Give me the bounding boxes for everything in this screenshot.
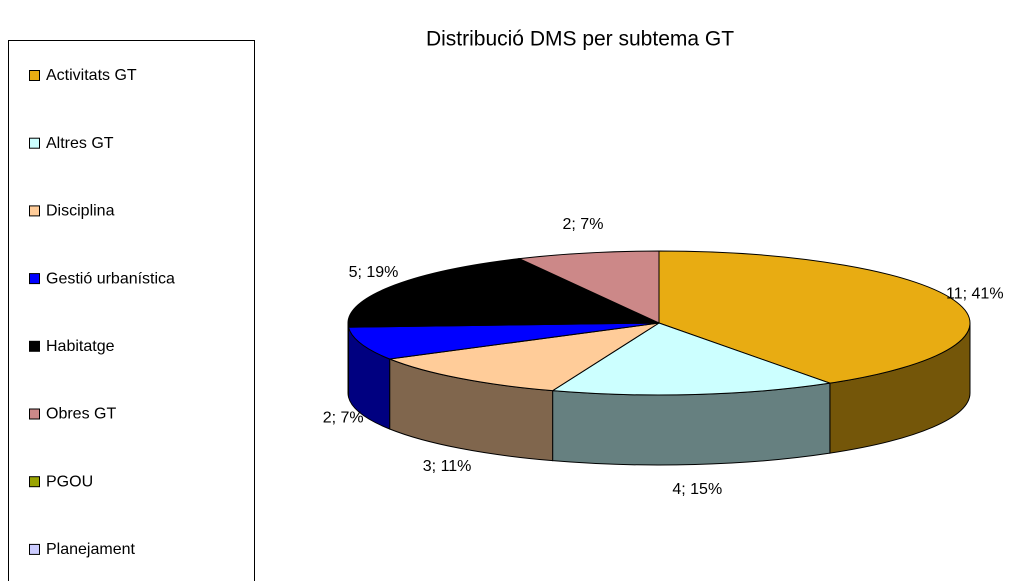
- legend-label: PGOU: [46, 473, 93, 490]
- slice: [347, 322, 660, 360]
- slice: [551, 322, 831, 396]
- legend-label: Disciplina: [46, 203, 115, 220]
- legend-label: Obres GT: [46, 406, 116, 423]
- legend-box: [8, 40, 255, 581]
- legend-swatch: [29, 543, 40, 555]
- legend-swatch: [29, 137, 40, 149]
- slice: [517, 250, 660, 324]
- slice: [347, 258, 660, 328]
- legend-label: Activitats GT: [46, 67, 137, 84]
- legend-label: Altres GT: [46, 135, 114, 152]
- data-label: 4; 15%: [672, 481, 722, 498]
- slice-side: [552, 382, 831, 466]
- legend-swatch: [29, 476, 40, 488]
- data-label: 5; 19%: [349, 264, 399, 281]
- chart-title: Distribució DMS per subtema GT: [426, 28, 734, 51]
- legend-swatch: [29, 70, 40, 81]
- legend-label: Planejament: [46, 541, 136, 558]
- data-label: 11; 41%: [946, 285, 1004, 302]
- legend-swatch: [29, 340, 40, 352]
- slice: [387, 322, 660, 392]
- slice-side: [347, 322, 350, 398]
- legend-swatch: [29, 408, 40, 420]
- legend-label: Habitatge: [46, 338, 115, 355]
- legend-swatch: [29, 205, 40, 217]
- data-label: 3; 11%: [423, 458, 472, 475]
- legend-swatch: [29, 273, 40, 285]
- data-label: 2; 7%: [563, 216, 604, 233]
- data-label: 2; 7%: [323, 410, 364, 427]
- legend-label: Gestió urbanística: [46, 270, 175, 287]
